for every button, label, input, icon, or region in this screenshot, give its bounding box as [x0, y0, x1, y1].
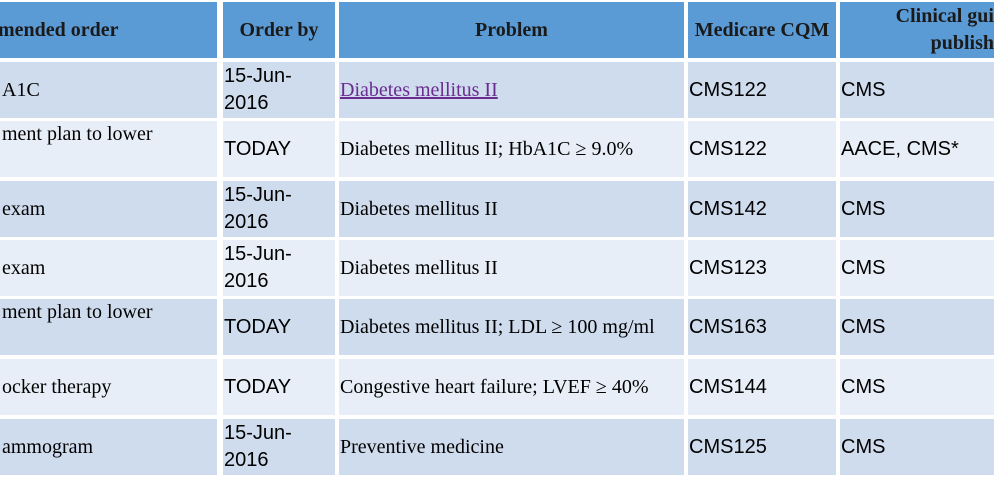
- header-cell: Clinical gui publish: [840, 2, 994, 58]
- cell-text: CMS125: [689, 435, 767, 458]
- table-cell: 15-Jun-2016: [223, 62, 335, 118]
- table-cell: CMS123: [688, 240, 836, 296]
- table-cell: A1C: [0, 62, 217, 118]
- cell-text: ment plan to lower: [2, 123, 153, 145]
- cell-text: CMS: [841, 197, 886, 220]
- table-cell: Congestive heart failure; LVEF ≥ 40%: [339, 359, 684, 415]
- header-cell: mended order: [0, 2, 217, 58]
- cell-text: Diabetes mellitus II; HbA1C ≥ 9.0%: [340, 137, 634, 160]
- table-cell: CMS144: [688, 359, 836, 415]
- table-cell: CMS122: [688, 62, 836, 118]
- cell-text: CMS142: [689, 197, 767, 220]
- table-cell: exam: [0, 240, 217, 296]
- table-cell: CMS: [840, 240, 994, 296]
- table-cell: CMS: [840, 181, 994, 237]
- cell-text: CMS: [841, 435, 886, 458]
- cell-text: 15-Jun-2016: [224, 422, 292, 471]
- table-cell: ment plan to lower: [0, 299, 217, 355]
- table-cell: CMS: [840, 419, 994, 475]
- table-cell: Diabetes mellitus II; HbA1C ≥ 9.0%: [339, 121, 684, 177]
- cell-text: exam: [2, 256, 46, 279]
- table-cell: CMS: [840, 299, 994, 355]
- table-cell: CMS163: [688, 299, 836, 355]
- cell-text: Preventive medicine: [340, 435, 504, 458]
- cell-text: TODAY: [224, 375, 292, 398]
- cell-text: exam: [2, 197, 46, 220]
- table-cell: CMS142: [688, 181, 836, 237]
- table-cell: ocker therapy: [0, 359, 217, 415]
- table-cell: 15-Jun-2016: [223, 419, 335, 475]
- table-cell: Diabetes mellitus II: [339, 62, 684, 118]
- cell-text: CMS163: [689, 315, 767, 338]
- header-cell: Medicare CQM: [688, 2, 836, 58]
- cell-text: A1C: [2, 78, 40, 101]
- table-cell: TODAY: [223, 359, 335, 415]
- table-cell: 15-Jun-2016: [223, 240, 335, 296]
- table-cell: CMS125: [688, 419, 836, 475]
- cell-text: Congestive heart failure; LVEF ≥ 40%: [340, 375, 649, 398]
- header-cell: Problem: [339, 2, 684, 58]
- table-cell: Preventive medicine: [339, 419, 684, 475]
- table-cell: exam: [0, 181, 217, 237]
- header-cell: Order by: [223, 2, 335, 58]
- table-cell: CMS122: [688, 121, 836, 177]
- table-cell: Diabetes mellitus II: [339, 181, 684, 237]
- table-cell: TODAY: [223, 121, 335, 177]
- cell-text: CMS: [841, 375, 886, 398]
- cell-text: CMS122: [689, 137, 767, 160]
- table-cell: AACE, CMS*: [840, 121, 994, 177]
- table-cell: CMS: [840, 359, 994, 415]
- cell-text: CMS144: [689, 375, 767, 398]
- cell-text: ocker therapy: [2, 375, 112, 398]
- problem-link[interactable]: Diabetes mellitus II: [340, 78, 498, 101]
- cell-text: ammogram: [2, 435, 94, 458]
- table-cell: Diabetes mellitus II; LDL ≥ 100 mg/ml: [339, 299, 684, 355]
- table-cell: 15-Jun-2016: [223, 181, 335, 237]
- cell-text: CMS: [841, 256, 886, 279]
- cell-text: Diabetes mellitus II: [340, 197, 498, 220]
- cell-text: AACE, CMS*: [841, 137, 959, 160]
- cell-text: CMS: [841, 78, 886, 101]
- table-cell: ment plan to lower: [0, 121, 217, 177]
- table-cell: TODAY: [223, 299, 335, 355]
- cell-text: 15-Jun-2016: [224, 243, 292, 292]
- table-cell: Diabetes mellitus II: [339, 240, 684, 296]
- cell-text: 15-Jun-2016: [224, 184, 292, 233]
- cell-text: ment plan to lower: [2, 301, 153, 323]
- cell-text: TODAY: [224, 315, 292, 338]
- table-cell: ammogram: [0, 419, 217, 475]
- cell-text: Diabetes mellitus II: [340, 256, 498, 279]
- table-cell: CMS: [840, 62, 994, 118]
- cell-text: CMS: [841, 315, 886, 338]
- cell-text: Diabetes mellitus II; LDL ≥ 100 mg/ml: [340, 315, 655, 338]
- cell-text: CMS122: [689, 78, 767, 101]
- cell-text: TODAY: [224, 137, 292, 160]
- cell-text: 15-Jun-2016: [224, 65, 292, 114]
- cell-text: CMS123: [689, 256, 767, 279]
